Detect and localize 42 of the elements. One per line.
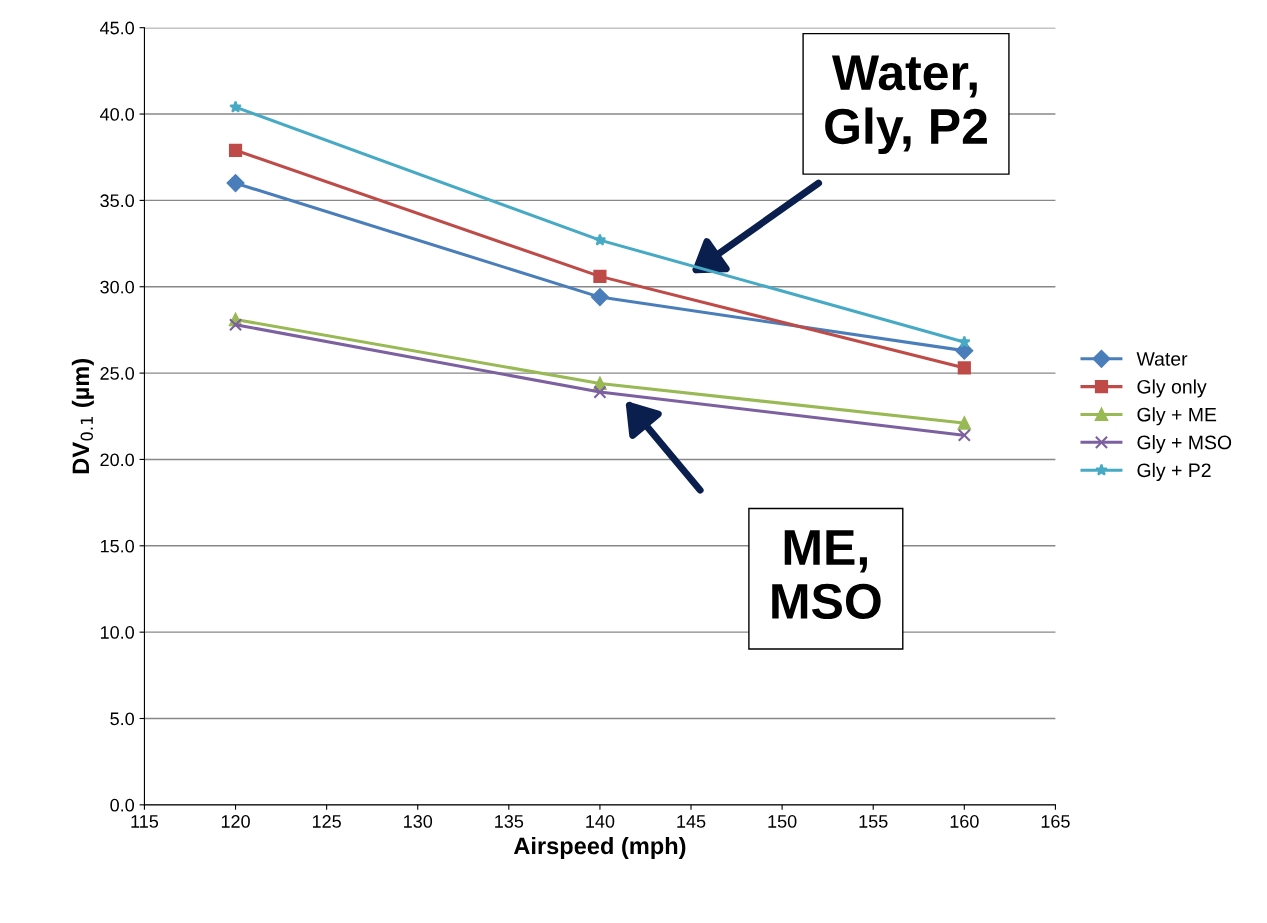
x-tick-label: 130 [404, 815, 433, 828]
legend-label: Gly + MSO [1137, 435, 1232, 454]
annotation: Water, Gly, P2 [825, 55, 987, 155]
legend-label: Gly only [1137, 379, 1207, 398]
point [957, 335, 971, 348]
y-tick-label: 30.0 [100, 280, 135, 294]
y-tick-label: 15.0 [100, 539, 135, 553]
legend-label: Gly + P2 [1137, 462, 1211, 482]
point [228, 318, 243, 332]
legend-label: Water [1136, 352, 1188, 366]
point [957, 361, 971, 375]
x-axis-title: Airspeed (mph) [513, 836, 686, 859]
x-tick-label: 160 [950, 815, 979, 828]
y-tick-label: 35.0 [100, 194, 135, 208]
x-tick-label: 125 [312, 815, 341, 828]
x-tick-label: 165 [1041, 815, 1070, 828]
point [593, 233, 607, 246]
x-tick-label: 115 [131, 815, 159, 828]
x-tick-label: 120 [221, 815, 250, 828]
y-tick-label: 40.0 [99, 107, 135, 121]
x-tick-label: 155 [859, 815, 888, 828]
y-tick-label: 10.0 [100, 626, 135, 639]
point [229, 100, 242, 113]
point [593, 385, 607, 399]
y-tick-label: 5.0 [110, 712, 135, 726]
x-tick-label: 145 [677, 815, 706, 828]
annotation: ME, MSO [772, 530, 881, 620]
y-tick-label: 0.0 [110, 798, 135, 812]
point [957, 416, 971, 430]
point [228, 143, 243, 157]
point [226, 174, 245, 193]
x-tick-label: 150 [768, 815, 797, 828]
point [593, 269, 607, 283]
x-tick-label: 140 [586, 815, 615, 828]
legend-label: Gly + ME [1137, 407, 1217, 426]
y-axis-title: DV$_{0.1}$ (µm) [71, 359, 94, 474]
y-tick-label: 45.0 [99, 21, 135, 35]
y-tick-label: 25.0 [100, 367, 135, 380]
y-tick-label: 20.0 [100, 453, 135, 467]
point [957, 428, 971, 442]
point [591, 288, 609, 306]
x-tick-label: 135 [495, 815, 524, 828]
